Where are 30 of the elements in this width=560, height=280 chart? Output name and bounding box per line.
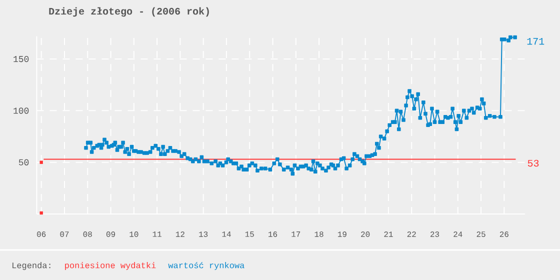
x-tick-label: 19 [338,232,346,237]
x-tick-label: 15 [245,232,254,237]
x-tick-label: 24 [454,232,462,237]
x-tick-label: 21 [384,232,393,237]
text: wartość rynkowa [168,262,244,270]
y-tick-label: 50 [18,159,29,166]
data-label: 53 [528,160,539,167]
y-tick-label: 150 [14,56,29,62]
x-tick-label: 08 [83,232,92,237]
x-tick-label: 12 [176,232,184,237]
x-tick-label: 11 [152,232,162,237]
x-tick-label: 10 [130,232,138,237]
x-tick-label: 18 [314,232,324,237]
text: poniesione wydatki [65,262,156,270]
x-tick-label: 06 [37,232,46,237]
x-tick-label: 17 [292,232,300,237]
x-tick-label: 09 [106,232,116,237]
x-tick-label: 23 [430,232,440,237]
x-tick-label: 22 [407,232,416,237]
chart-title: Dzieje złotego - (2006 rok) [49,7,209,17]
legend-title: Legenda: [12,262,50,270]
x-tick-label: 25 [476,232,486,237]
x-tick-label: 14 [222,232,231,237]
x-tick-label: 16 [268,232,278,237]
x-tick-label: 26 [500,232,508,237]
x-tick-label: 20 [361,232,370,237]
y-tick-label: 100 [14,108,29,114]
data-label: 171 [527,38,544,45]
x-tick-label: 07 [60,232,69,237]
x-tick-label: 13 [199,232,208,237]
